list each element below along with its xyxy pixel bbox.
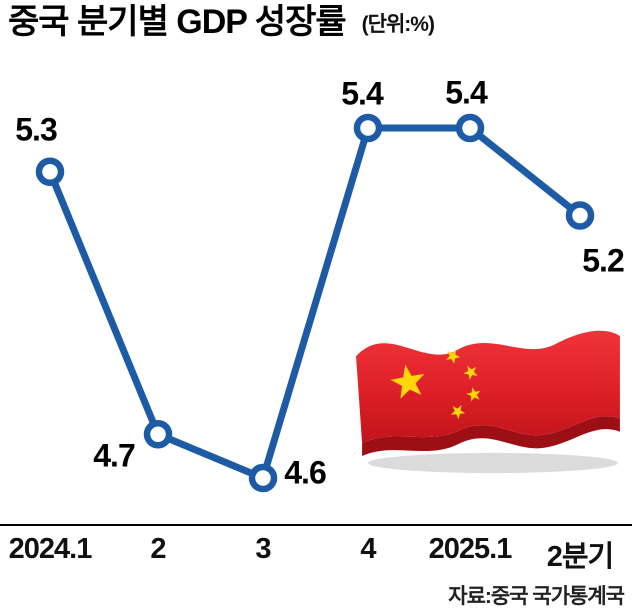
data-point xyxy=(143,420,173,449)
x-axis-label: 2분기 xyxy=(546,541,614,573)
flag-bottom-edge xyxy=(362,416,620,456)
data-point xyxy=(35,157,65,186)
chart-title: 중국 분기별 GDP 성장률 xyxy=(8,3,347,41)
data-point xyxy=(248,463,278,493)
flag-big-star xyxy=(390,364,425,399)
x-axis-label: 4 xyxy=(360,533,376,565)
flag-field xyxy=(356,330,620,443)
flag-small-star xyxy=(446,349,461,364)
flag-shadow xyxy=(368,452,618,474)
flag-small-star xyxy=(450,405,466,420)
data-point xyxy=(455,113,485,143)
x-axis-label: 2025.1 xyxy=(428,533,513,565)
data-point xyxy=(353,113,383,143)
flag-small-star xyxy=(463,365,478,380)
source-label: 자료:중국 국가통계국 xyxy=(448,585,625,608)
data-point xyxy=(565,201,595,230)
x-axis-label: 3 xyxy=(255,533,271,565)
flag-stars xyxy=(390,349,481,420)
flag-small-star xyxy=(466,387,481,402)
x-axis-labels: 2024.1 2 3 4 2025.1 2분기 xyxy=(0,533,632,573)
trend-line xyxy=(46,124,584,482)
chart-header: 중국 분기별 GDP 성장률 (단위:%) xyxy=(8,3,435,41)
china-flag-illustration xyxy=(350,308,632,478)
unit-label: (단위:%) xyxy=(361,13,435,36)
china-flag-icon xyxy=(356,330,620,474)
x-axis-label: 2 xyxy=(150,533,166,565)
x-axis-label: 2024.1 xyxy=(8,533,93,565)
